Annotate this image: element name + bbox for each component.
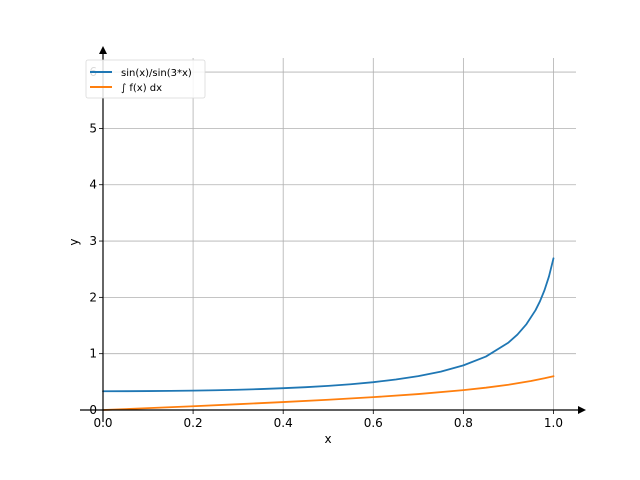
x-axis-label: x (324, 432, 331, 446)
x-tick-label: 0.6 (364, 416, 383, 430)
legend-label-series-1: sin(x)/sin(3*x) (121, 68, 192, 79)
y-tick-label: 1 (89, 347, 97, 361)
series-layer (102, 257, 555, 411)
x-tick-label: 0.4 (274, 416, 293, 430)
series-line-2 (102, 375, 555, 411)
grid (102, 58, 576, 411)
y-tick-label: 0 (89, 403, 97, 417)
series-line-1 (102, 257, 555, 393)
x-ticks: 0.0 0.2 0.4 0.6 0.8 1.0 (93, 410, 563, 430)
x-tick-label: 0.2 (184, 416, 203, 430)
y-tick-label: 5 (89, 121, 97, 135)
x-tick-label: 0.8 (454, 416, 473, 430)
axes (80, 46, 586, 422)
x-axis-arrow (578, 406, 586, 414)
y-tick-label: 4 (89, 178, 97, 192)
y-ticks: 0123456 (89, 65, 103, 417)
y-axis-arrow (99, 46, 107, 54)
y-tick-label: 3 (89, 234, 97, 248)
legend-box (85, 59, 206, 99)
legend-label-series-2: ∫ f(x) dx (121, 83, 162, 94)
legend: sin(x)/sin(3*x) ∫ f(x) dx (85, 59, 206, 99)
y-axis-label: y (67, 238, 81, 245)
x-tick-label: 0.0 (93, 416, 112, 430)
y-tick-label: 2 (89, 290, 97, 304)
x-tick-label: 1.0 (544, 416, 563, 430)
